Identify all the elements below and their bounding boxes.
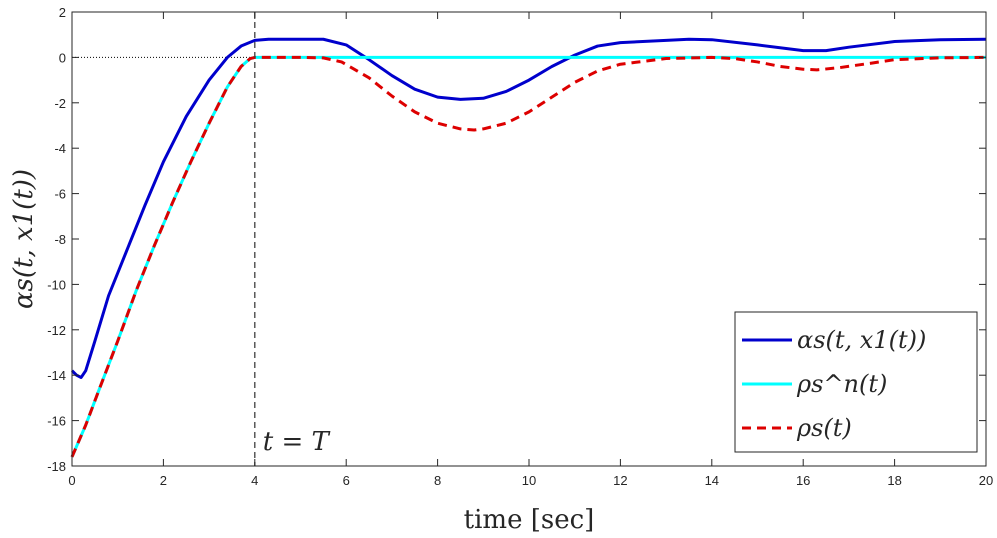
series-layer (70, 37, 987, 458)
tick-layer: 0 2 4 6 8 10 12 14 16 18 20-18-16-14-12-10-8-6-4-2… (47, 5, 993, 488)
legend-items: αs(t, x1(t)) ρs^n(t) ρs(t) (742, 326, 926, 442)
y-tick-label: 2 (59, 5, 66, 20)
x-tick-label: 8 (434, 473, 441, 488)
x-tick-label: 12 (613, 473, 627, 488)
legend-label-3: ρs(t) (796, 414, 852, 442)
y-tick-label: -6 (54, 187, 66, 202)
legend-label-1: αs(t, x1(t)) (797, 326, 926, 354)
x-tick-label: 0 (68, 473, 75, 488)
x-tick-label: 10 (522, 473, 536, 488)
x-tick-label: 14 (705, 473, 719, 488)
x-tick-label: 2 (160, 473, 167, 488)
x-tick-label: 4 (251, 473, 258, 488)
y-tick-label: -8 (54, 232, 66, 247)
y-tick-label: -12 (47, 323, 66, 338)
y-tick-label: -16 (47, 414, 66, 429)
vertical-marker-annotation: t = T (263, 427, 331, 457)
y-tick-label: -10 (47, 277, 66, 292)
series-line-3 (70, 55, 987, 458)
y-tick-label: 0 (59, 50, 66, 65)
y-tick-label: -18 (47, 459, 66, 474)
legend: αs(t, x1(t)) ρs^n(t) ρs(t) (734, 311, 978, 453)
x-tick-label: 18 (887, 473, 901, 488)
x-tick-label: 16 (796, 473, 810, 488)
legend-label-2: ρs^n(t) (796, 370, 887, 398)
y-tick-label: -14 (47, 368, 66, 383)
x-tick-label: 20 (979, 473, 993, 488)
y-tick-label: -4 (54, 141, 66, 156)
series-line-1 (70, 37, 987, 379)
x-axis-label: time [sec] (464, 505, 595, 535)
y-tick-label: -2 (54, 96, 66, 111)
y-axis-label: αs(t, x1(t)) (9, 169, 39, 309)
x-tick-label: 6 (343, 473, 350, 488)
